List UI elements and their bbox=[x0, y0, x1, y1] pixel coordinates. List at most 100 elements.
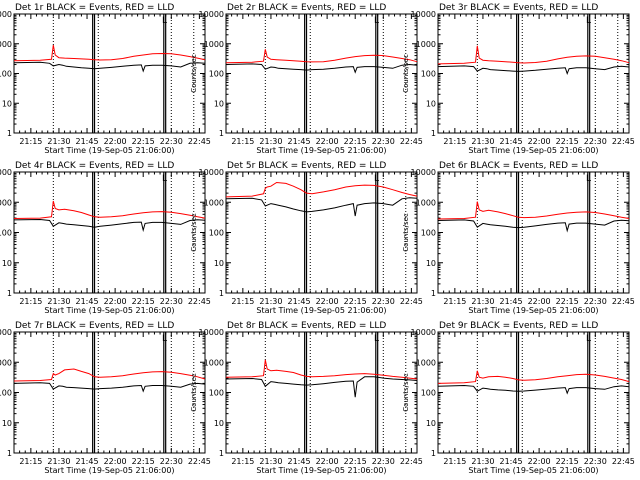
panel-title: Det 4r BLACK = Events, RED = LLD bbox=[15, 161, 174, 171]
x-axis-label: Start Time (19-Sep-05 21:06:00) bbox=[44, 146, 174, 155]
y-tick-label: 1 bbox=[219, 129, 224, 138]
x-tick-label: 22:00 bbox=[316, 137, 339, 146]
x-tick-label: 22:00 bbox=[104, 297, 127, 306]
y-tick-label: 10 bbox=[2, 419, 12, 428]
y-tick-label: 100 bbox=[209, 229, 224, 238]
panel-det-8r: Det 8r BLACK = Events, RED = LLD 1 10 100 10… bbox=[190, 321, 423, 475]
x-tick-label: 22:30 bbox=[372, 457, 395, 466]
x-axis-label: Start Time (19-Sep-05 21:06:00) bbox=[44, 306, 174, 315]
x-tick-label: 21:30 bbox=[259, 297, 282, 306]
y-tick-label: 10000 bbox=[411, 328, 436, 337]
panel-title: Det 5r BLACK = Events, RED = LLD bbox=[227, 161, 386, 171]
y-tick-label: 1000 bbox=[416, 358, 436, 367]
x-tick-label: 21:15 bbox=[443, 137, 466, 146]
x-tick-label: 22:45 bbox=[400, 137, 423, 146]
x-tick-label: 21:15 bbox=[19, 137, 42, 146]
l-marker-label: L bbox=[586, 334, 591, 344]
y-tick-label: 10 bbox=[214, 259, 224, 268]
panel-title: Det 1r BLACK = Events, RED = LLD bbox=[15, 3, 174, 13]
panel-det-5r: Det 5r BLACK = Events, RED = LLD 1 10 100 10… bbox=[190, 161, 423, 315]
x-tick-label: 22:00 bbox=[316, 297, 339, 306]
x-axis-label: Start Time (19-Sep-05 21:06:00) bbox=[256, 466, 386, 475]
x-tick-label: 22:15 bbox=[344, 297, 367, 306]
x-tick-label: 21:45 bbox=[75, 297, 98, 306]
x-tick-label: 22:15 bbox=[132, 457, 155, 466]
x-tick-label: 21:30 bbox=[47, 137, 70, 146]
x-tick-label: 21:15 bbox=[443, 297, 466, 306]
x-tick-label: 22:00 bbox=[528, 137, 551, 146]
x-tick-label: 22:00 bbox=[528, 297, 551, 306]
y-tick-label: 10 bbox=[2, 259, 12, 268]
series-line-events bbox=[225, 63, 418, 74]
plot-frame bbox=[437, 13, 630, 134]
l-marker-label: L bbox=[374, 174, 379, 184]
y-tick-label: 1 bbox=[219, 289, 224, 298]
series-line-lld bbox=[225, 181, 418, 198]
y-tick-label: 100 bbox=[209, 70, 224, 79]
series-line-lld bbox=[13, 45, 206, 62]
x-tick-label: 22:30 bbox=[160, 297, 183, 306]
x-tick-label: 22:45 bbox=[400, 297, 423, 306]
x-tick-label: 22:15 bbox=[556, 457, 579, 466]
x-axis-label: Start Time (19-Sep-05 21:06:00) bbox=[256, 146, 386, 155]
x-tick-label: 22:45 bbox=[612, 297, 635, 306]
y-tick-label: 10000 bbox=[199, 168, 224, 177]
x-tick-label: 21:45 bbox=[287, 297, 310, 306]
y-tick-label: 10000 bbox=[199, 328, 224, 337]
x-axis-label: Start Time (19-Sep-05 21:06:00) bbox=[468, 466, 598, 475]
y-tick-label: 100 bbox=[209, 389, 224, 398]
y-axis-label: Counts/sec bbox=[190, 54, 198, 93]
y-tick-label: 10 bbox=[426, 259, 436, 268]
x-tick-label: 21:15 bbox=[19, 297, 42, 306]
y-tick-label: 100 bbox=[421, 229, 436, 238]
y-tick-label: 1 bbox=[431, 129, 436, 138]
x-tick-label: 22:00 bbox=[316, 457, 339, 466]
series-line-events bbox=[437, 384, 630, 395]
x-axis-label: Start Time (19-Sep-05 21:06:00) bbox=[468, 306, 598, 315]
panel-det-3r: Det 3r BLACK = Events, RED = LLD 1 10 100 10… bbox=[402, 3, 635, 155]
x-axis-label: Start Time (19-Sep-05 21:06:00) bbox=[44, 466, 174, 475]
y-tick-label: 10000 bbox=[411, 168, 436, 177]
plot-frame bbox=[13, 171, 206, 294]
panel-det-6r: Det 6r BLACK = Events, RED = LLD 1 10 100 10… bbox=[402, 161, 635, 315]
l-marker-label: L bbox=[374, 334, 379, 344]
x-tick-label: 22:00 bbox=[528, 457, 551, 466]
x-tick-label: 22:30 bbox=[584, 457, 607, 466]
series-line-events bbox=[437, 65, 630, 75]
y-tick-label: 100 bbox=[0, 389, 12, 398]
series-line-lld bbox=[437, 45, 630, 65]
series-line-lld bbox=[13, 200, 206, 219]
y-tick-label: 10 bbox=[214, 99, 224, 108]
x-tick-label: 22:45 bbox=[188, 297, 211, 306]
y-tick-label: 1000 bbox=[204, 198, 224, 207]
x-tick-label: 22:15 bbox=[344, 457, 367, 466]
y-tick-label: 1000 bbox=[204, 40, 224, 49]
y-axis-label: Counts/sec bbox=[402, 54, 410, 93]
panel-title: Det 3r BLACK = Events, RED = LLD bbox=[439, 3, 598, 13]
x-tick-label: 21:15 bbox=[231, 457, 254, 466]
y-tick-label: 1 bbox=[431, 289, 436, 298]
panel-det-2r: Det 2r BLACK = Events, RED = LLD 1 10 100 10… bbox=[190, 3, 423, 155]
x-tick-label: 22:30 bbox=[160, 457, 183, 466]
plot-frame bbox=[437, 331, 630, 454]
series-line-lld bbox=[225, 49, 418, 64]
x-tick-label: 21:45 bbox=[499, 137, 522, 146]
y-tick-label: 100 bbox=[421, 389, 436, 398]
panel-title: Det 6r BLACK = Events, RED = LLD bbox=[439, 161, 598, 171]
x-tick-label: 21:30 bbox=[259, 137, 282, 146]
y-tick-label: 10000 bbox=[411, 10, 436, 19]
x-tick-label: 22:45 bbox=[188, 137, 211, 146]
x-tick-label: 21:15 bbox=[231, 297, 254, 306]
x-tick-label: 22:45 bbox=[612, 137, 635, 146]
x-tick-label: 21:15 bbox=[19, 457, 42, 466]
series-line-lld bbox=[437, 201, 630, 220]
plot-frame bbox=[225, 13, 418, 134]
panel-title: Det 9r BLACK = Events, RED = LLD bbox=[439, 321, 598, 331]
y-tick-label: 1000 bbox=[0, 40, 12, 49]
panel-title: Det 2r BLACK = Events, RED = LLD bbox=[227, 3, 386, 13]
x-tick-label: 21:45 bbox=[287, 457, 310, 466]
y-tick-label: 10000 bbox=[0, 328, 12, 337]
x-tick-label: 21:45 bbox=[287, 137, 310, 146]
x-tick-label: 22:15 bbox=[556, 297, 579, 306]
x-tick-label: 21:30 bbox=[47, 297, 70, 306]
